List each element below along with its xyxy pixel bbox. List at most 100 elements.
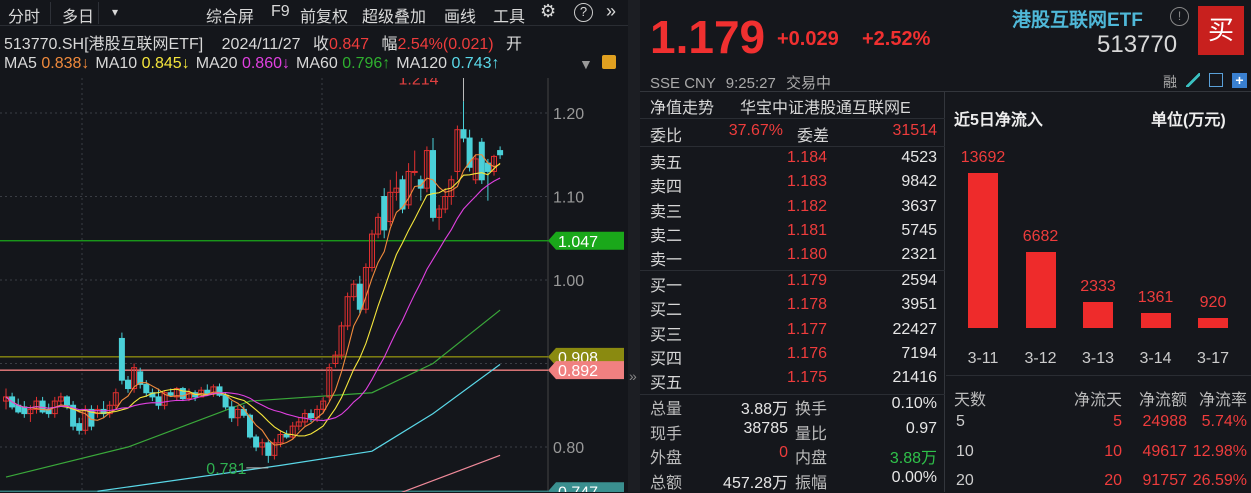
draw-line-button[interactable]: 画线 (444, 9, 477, 26)
candle-body (222, 394, 229, 408)
stat-value: 3.88万 (889, 450, 937, 467)
composite-screen-button[interactable]: 综合屏 (206, 9, 255, 26)
plus-icon[interactable]: + (1232, 73, 1247, 88)
bid-volume: 21416 (892, 369, 938, 387)
candle-body (125, 379, 131, 390)
stat-value: 38785 (743, 419, 789, 437)
help-icon[interactable]: ? (574, 3, 593, 22)
bid-row[interactable]: 买四 1.176 7194 (640, 345, 945, 369)
close-value: 0.847 (329, 36, 370, 53)
stat-label: 量比 (795, 425, 828, 443)
y-tick-label: 0.80 (553, 440, 584, 457)
overlay-button[interactable]: 超级叠加 (362, 9, 427, 26)
bid-row[interactable]: 买三 1.177 22427 (640, 321, 945, 345)
f9-button[interactable]: F9 (271, 3, 290, 20)
candle-body (76, 423, 83, 431)
bid-price: 1.178 (786, 296, 827, 314)
flow-table-cell: 24988 (1142, 413, 1188, 430)
candle-body (442, 196, 449, 210)
flow-bar[interactable] (968, 173, 998, 328)
candle-body (277, 433, 284, 444)
candle-body (423, 150, 430, 189)
ask-row[interactable]: 卖四 1.183 9842 (640, 173, 945, 197)
bid-price: 1.176 (786, 344, 827, 362)
ask-volume: 4523 (901, 149, 937, 166)
stat-label: 内盘 (795, 450, 828, 467)
buy-button[interactable]: 买 (1198, 6, 1244, 55)
candle-body (137, 371, 144, 385)
candle-body (430, 150, 436, 218)
nav-label: 净值走势 (650, 100, 715, 117)
flow-table-header: 净流额 (1138, 392, 1187, 409)
pencil-icon[interactable] (1186, 73, 1200, 87)
bid-label: 买四 (650, 350, 683, 368)
candle-body (228, 406, 235, 419)
candle-body (173, 388, 180, 398)
candle-body (131, 367, 138, 390)
expand-panel-icon[interactable]: » (629, 368, 637, 384)
flow-bar[interactable] (1025, 252, 1056, 328)
candle-body (332, 354, 339, 364)
ask-label: 卖一 (650, 252, 683, 270)
ask-price: 1.181 (786, 221, 827, 239)
candle-body (70, 404, 77, 427)
stat-value: 0.00% (891, 468, 937, 486)
ma-line (401, 454, 501, 492)
candle-body (143, 383, 150, 394)
ask-row[interactable]: 卖三 1.182 3637 (640, 198, 945, 222)
bid-row[interactable]: 买五 1.175 21416 (640, 369, 945, 393)
bid-row[interactable]: 买一 1.179 2594 (640, 272, 945, 296)
stat-label: 总量 (650, 401, 683, 418)
y-tick-label: 1.20 (553, 106, 584, 123)
candle-body (167, 392, 174, 396)
ask-row[interactable]: 卖二 1.181 5745 (640, 222, 945, 246)
price-change: +0.029 (777, 28, 839, 50)
candle-body (106, 404, 113, 415)
ma-line (5, 177, 501, 422)
forward-adjust-button[interactable]: 前复权 (300, 9, 349, 26)
ma-line (5, 309, 501, 478)
ask-row[interactable]: 卖五 1.184 4523 (640, 149, 945, 173)
tools-button[interactable]: 工具 (493, 9, 526, 26)
candle-body (186, 392, 192, 400)
info-icon[interactable]: ! (1170, 7, 1189, 26)
weibi-label: 委比 (650, 128, 683, 145)
candle-body (161, 392, 168, 406)
candlestick-chart[interactable]: 1.201.101.000.801.0470.9080.8920.7471.21… (0, 78, 628, 492)
tab-intraday[interactable]: 分时 (8, 9, 41, 26)
bid-row[interactable]: 买二 1.178 3951 (640, 296, 945, 320)
bid-volume: 2594 (901, 272, 937, 289)
ma-row: MA5 0.838↓ MA10 0.845↓ MA20 0.860↓ MA60 0.7… (4, 55, 500, 73)
dropdown-icon[interactable]: ▾ (112, 5, 119, 19)
lock-icon[interactable] (602, 55, 616, 69)
candle-body (436, 208, 443, 218)
flow-table-cell: 12.98% (1192, 442, 1247, 460)
ma-label: MA5 (4, 55, 37, 72)
candle-body (411, 170, 418, 173)
flow-table-header: 净流天 (1073, 392, 1122, 409)
stat-label: 振幅 (795, 474, 828, 492)
candle-body (247, 414, 253, 438)
flow-bar[interactable] (1198, 317, 1228, 328)
flow-title: 近5日净流入 (954, 112, 1043, 129)
ma-line (5, 162, 501, 437)
currency: CNY (684, 75, 716, 92)
ask-volume: 3637 (901, 197, 937, 215)
ask-volume: 9842 (901, 173, 937, 191)
candle-body (155, 396, 162, 406)
tab-multiday[interactable]: 多日 (62, 9, 95, 26)
candle-body (478, 141, 485, 181)
flow-date: 3-13 (1081, 350, 1115, 367)
flow-table-cell: 26.59% (1192, 472, 1247, 489)
collapse-triangle-icon[interactable]: ▼ (579, 56, 593, 72)
gear-icon[interactable]: ⚙ (540, 1, 557, 21)
flow-bar[interactable] (1083, 301, 1113, 328)
expand-icon[interactable]: » (606, 1, 617, 21)
panel-divider[interactable]: » (628, 0, 640, 492)
nav-row[interactable]: 净值走势 华宝中证港股通互联网E (640, 94, 945, 118)
ask-row[interactable]: 卖一 1.180 2321 (640, 246, 945, 270)
bell-icon[interactable] (1209, 73, 1223, 87)
candle-body (253, 436, 260, 448)
flow-bar[interactable] (1140, 312, 1171, 328)
margin-icon[interactable]: 融 (1163, 74, 1177, 90)
